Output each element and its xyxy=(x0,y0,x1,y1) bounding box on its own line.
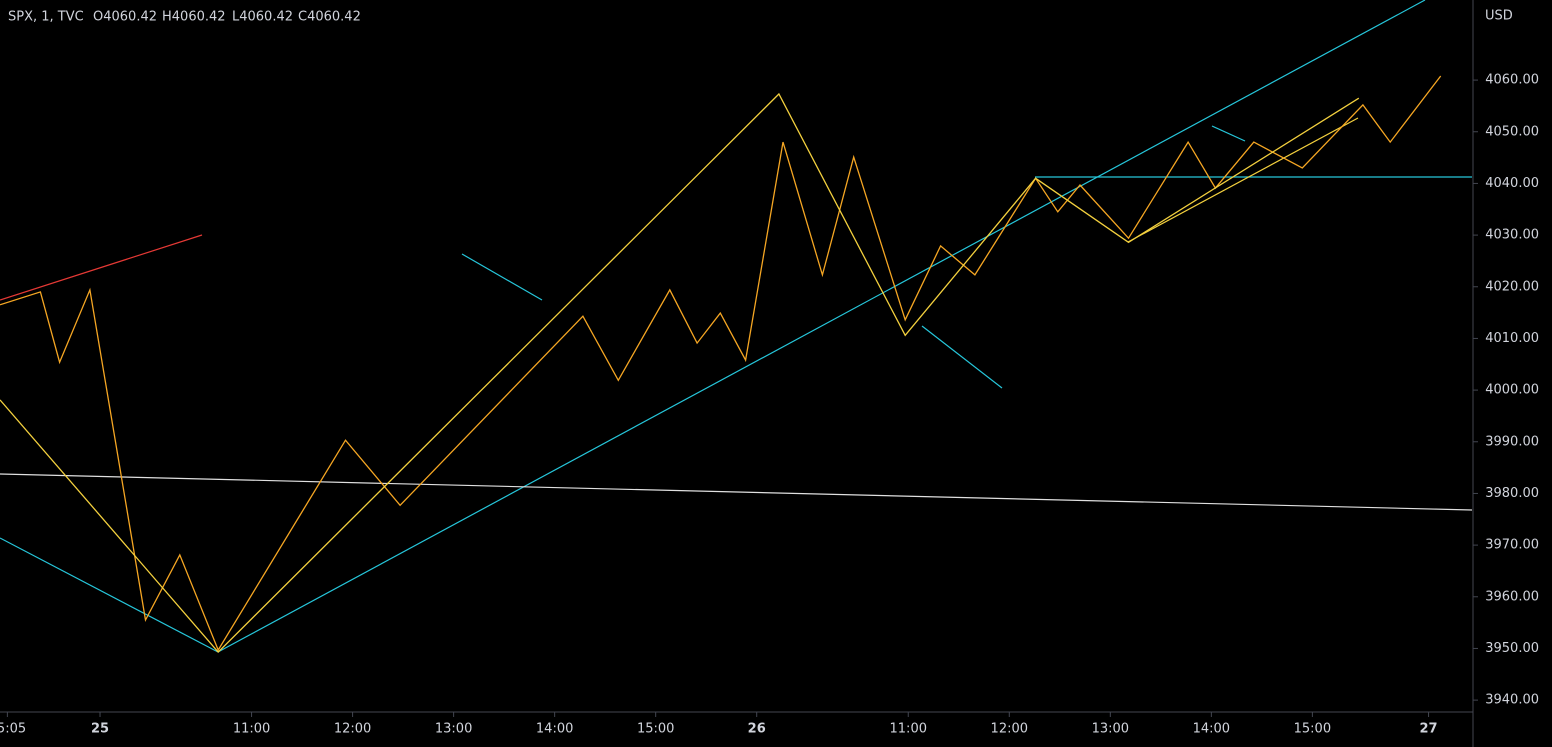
drawings xyxy=(0,0,1473,653)
x-tick-label: 15:05 xyxy=(0,722,26,737)
x-tick-label: 15:00 xyxy=(1294,722,1331,737)
y-tick-label: 3950.00 xyxy=(1485,641,1539,656)
x-tick-label: 27 xyxy=(1420,722,1438,737)
y-tick-label: 3990.00 xyxy=(1485,434,1539,449)
trend-line xyxy=(1211,125,1246,142)
ohlc-high: H4060.42 xyxy=(162,10,226,25)
trend-line xyxy=(0,234,203,301)
ohlc-low: L4060.42 xyxy=(232,10,293,25)
y-tick-label: 4000.00 xyxy=(1485,383,1539,398)
y-tick-label: 4040.00 xyxy=(1485,176,1539,191)
x-tick-label: 15:00 xyxy=(637,722,674,737)
ohlc-close: C4060.42 xyxy=(298,10,361,25)
price-zigzag xyxy=(0,75,1442,652)
trend-line xyxy=(217,0,1426,653)
x-tick-label: 26 xyxy=(748,722,766,737)
x-tick-label: 12:00 xyxy=(334,722,371,737)
price-zigzag xyxy=(0,92,1360,654)
channel-line xyxy=(1127,117,1359,243)
x-tick-label: 11:00 xyxy=(233,722,270,737)
trend-line xyxy=(461,253,543,301)
ohlc-open: O4060.42 xyxy=(93,10,157,25)
y-tick-label: 4050.00 xyxy=(1485,124,1539,139)
y-tick-label: 4010.00 xyxy=(1485,331,1539,346)
y-tick-label: 4060.00 xyxy=(1485,73,1539,88)
x-tick-label: 25 xyxy=(91,722,109,737)
x-tick-label: 11:00 xyxy=(890,722,927,737)
trend-line xyxy=(0,473,1473,511)
trend-line xyxy=(921,325,1003,389)
y-tick-label: 3960.00 xyxy=(1485,589,1539,604)
x-tick-label: 13:00 xyxy=(435,722,472,737)
x-tick-label: 12:00 xyxy=(991,722,1028,737)
y-tick-label: 4020.00 xyxy=(1485,279,1539,294)
trend-line xyxy=(0,537,219,653)
y-tick-label: 3980.00 xyxy=(1485,486,1539,501)
currency: USD xyxy=(1485,9,1513,24)
x-tick-label: 14:00 xyxy=(536,722,573,737)
y-tick-label: 3970.00 xyxy=(1485,538,1539,553)
symbol: SPX, 1, TVC xyxy=(8,10,84,25)
y-tick-label: 4030.00 xyxy=(1485,228,1539,243)
x-tick-label: 13:00 xyxy=(1092,722,1129,737)
x-tick-label: 14:00 xyxy=(1193,722,1230,737)
y-tick-label: 3940.00 xyxy=(1485,693,1539,708)
